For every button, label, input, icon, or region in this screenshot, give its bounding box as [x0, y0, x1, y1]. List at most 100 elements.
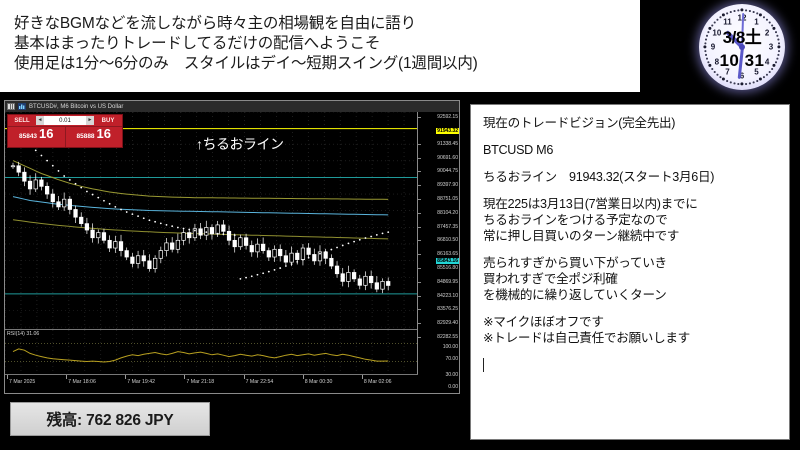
candle-body — [232, 239, 237, 248]
notes-body[interactable]: 現在のトレードビジョン(完全先出) BTCUSD M6 ちるおライン 91943.3… — [483, 115, 779, 346]
price-axis-tick — [418, 226, 421, 228]
candle-body — [135, 255, 141, 264]
parabolic-sar-dot — [284, 265, 287, 267]
candlestick-series — [10, 161, 391, 294]
candle-body — [22, 171, 27, 182]
price-axis-label: 84223.10 — [437, 292, 458, 299]
clock-hour-number: 1 — [754, 17, 759, 27]
candle-body — [192, 228, 198, 239]
clock-tick-minor — [737, 83, 740, 86]
price-axis-label: 85516.80 — [437, 264, 458, 271]
header-line-3: 使用足は1分〜6分のみ スタイルはデイ〜短期スイング(1週間以内) — [14, 55, 478, 72]
price-axis[interactable]: 92592.15 91943.32 91338.45 90691.60 90044.75… — [417, 112, 459, 393]
header-line-1: 好きなBGMなどを流しながら時々主の相場観を自由に語り — [14, 15, 416, 32]
candle-body — [295, 252, 300, 260]
notes-panel[interactable]: 現在のトレードビジョン(完全先出) BTCUSD M6 ちるおライン 91943.3… — [470, 104, 790, 440]
note-block: ちるおライン 91943.32(スタート3月6日) — [483, 169, 779, 185]
clock-face: 123456789101112 — [699, 4, 785, 90]
time-axis-label: 7 Mar 18:06 — [66, 375, 96, 385]
candle-body — [249, 245, 254, 253]
parabolic-sar-dot — [171, 225, 174, 228]
candle-body — [33, 179, 38, 190]
time-axis-label: 7 Mar 2025 — [6, 375, 36, 385]
price-axis-label: 83576.25 — [437, 306, 458, 313]
candle-body — [10, 165, 16, 168]
lot-size-stepper[interactable]: ◄ 0.01 ► — [36, 116, 94, 125]
parabolic-sar-dot — [364, 237, 367, 239]
rsi-axis-label: 70.00 — [445, 356, 459, 362]
buy-label[interactable]: BUY — [101, 117, 115, 124]
candle-body — [346, 272, 351, 282]
clock-tick-major — [758, 13, 764, 18]
trade-panel-top-row: SELL ◄ 0.01 ► BUY — [8, 115, 122, 127]
parabolic-sar-dot — [319, 252, 321, 255]
clock-tick-minor — [707, 61, 710, 64]
clock-tick-major — [740, 82, 745, 87]
note-block: BTCUSD M6 — [483, 142, 779, 158]
candle-body — [261, 243, 266, 251]
candle-body — [90, 229, 95, 239]
candle-body — [300, 247, 306, 260]
candle-body — [306, 247, 311, 255]
parabolic-sar-dot — [313, 254, 316, 257]
candle-body — [187, 232, 192, 239]
note-line: 買われすぎで全ポジ利確 — [483, 272, 618, 286]
time-axis-label: 7 Mar 21:18 — [184, 375, 215, 385]
chiruo-line-price-label: 91943.32 — [436, 127, 459, 134]
chart-rsi-pane[interactable]: RSI(14) 31.06 — [5, 329, 418, 375]
clock-tick-minor — [729, 81, 733, 84]
clock-tick-minor — [771, 67, 774, 71]
price-axis-label: 87457.35 — [437, 223, 458, 230]
clock-tick-minor — [775, 31, 778, 34]
clock-hour-number: 6 — [739, 71, 745, 81]
chart-title-label: BTCUSD#, M6 Bitcoin vs US Dollar — [29, 103, 124, 110]
price-axis-label: 90044.75 — [437, 168, 458, 175]
clock-tick-major — [777, 45, 782, 50]
lot-increment-button[interactable]: ► — [86, 116, 94, 125]
parabolic-sar-dot — [34, 149, 37, 152]
lot-size-value[interactable]: 0.01 — [59, 117, 71, 124]
candle-body — [107, 239, 112, 249]
candle-body — [130, 256, 135, 264]
balance-box: 残高: 762 826 JPY — [10, 402, 210, 436]
candle-body — [329, 257, 334, 267]
chart-titlebar[interactable]: BTCUSD#, M6 Bitcoin vs US Dollar — [5, 101, 459, 112]
clock-tick-minor — [745, 9, 748, 12]
parabolic-sar-dot — [307, 256, 310, 259]
candle-body — [380, 281, 385, 290]
candle-body — [283, 255, 288, 263]
price-axis-tick — [418, 337, 421, 338]
candle-body — [266, 250, 271, 258]
clock-tick-major — [721, 13, 727, 18]
price-axis-tick — [418, 185, 421, 187]
parabolic-sar-dot — [211, 231, 213, 234]
parabolic-sar-dot — [353, 240, 355, 243]
one-click-trading-panel[interactable]: SELL ◄ 0.01 ► BUY 85843 16 85888 16 — [7, 114, 123, 148]
sell-button[interactable]: 85843 16 — [8, 127, 65, 147]
clock-tick-minor — [768, 70, 771, 74]
candle-body — [27, 180, 33, 190]
clock-tick-major — [721, 77, 727, 82]
rsi-axis-label: 0.00 — [448, 384, 458, 390]
parabolic-sar-dot — [296, 261, 299, 263]
sell-label[interactable]: SELL — [14, 117, 30, 124]
clock-tick-minor — [777, 38, 780, 41]
buy-button[interactable]: 85888 16 — [64, 127, 123, 147]
chart-window[interactable]: BTCUSD#, M6 Bitcoin vs US Dollar RSI(14)… — [4, 100, 460, 394]
parabolic-sar-dot — [142, 217, 145, 220]
parabolic-sar-dot — [182, 227, 185, 230]
lot-decrement-button[interactable]: ◄ — [36, 116, 44, 125]
clock-tick-major — [703, 45, 708, 50]
price-axis-label: 88104.20 — [437, 209, 458, 216]
time-axis-label: 7 Mar 19:42 — [125, 375, 155, 385]
parabolic-sar-dot — [347, 242, 350, 245]
parabolic-sar-dot — [256, 273, 259, 276]
candle-body — [209, 227, 215, 235]
time-axis[interactable]: 7 Mar 2025 7 Mar 18:06 7 Mar 19:42 7 Mar 21… — [5, 374, 418, 393]
clock-hour-number: 2 — [764, 28, 770, 37]
clock-tick-minor — [776, 34, 779, 38]
parabolic-sar-dot — [205, 231, 208, 233]
candle-body — [181, 232, 186, 241]
candle-body — [73, 209, 78, 218]
parabolic-sar-dot — [86, 190, 88, 193]
